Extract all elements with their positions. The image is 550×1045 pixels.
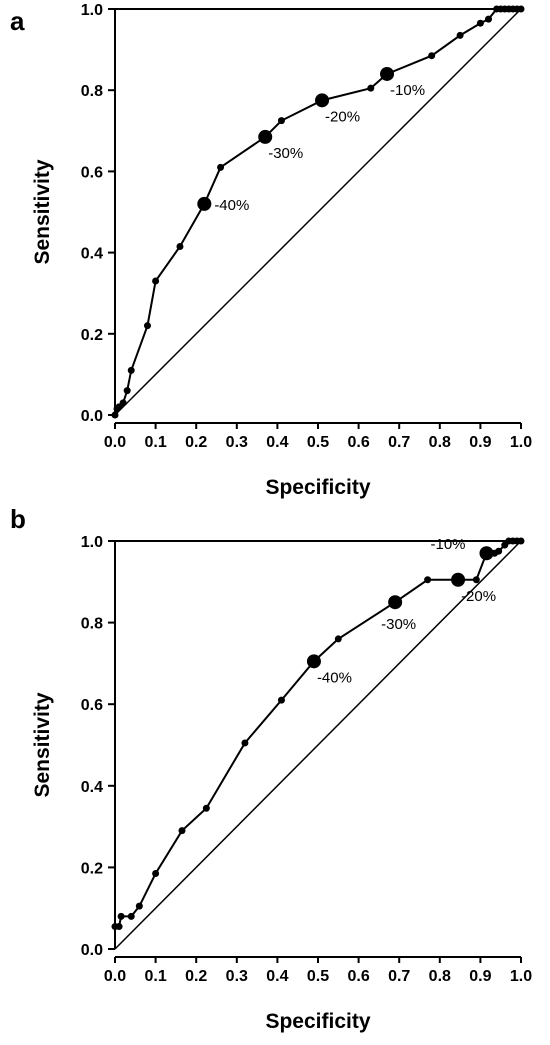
x-tick-label: 0.7 xyxy=(388,434,410,451)
x-tick-label: 0.8 xyxy=(429,968,451,985)
data-point xyxy=(334,635,342,643)
data-point xyxy=(367,84,375,92)
y-tick-label: 0.0 xyxy=(81,942,103,959)
data-point xyxy=(176,243,184,251)
data-point xyxy=(127,366,135,374)
panel-a: a 0.0 0.2 0.4 0.6 0.8 1.0 0.0 0.1 0.2 0.3 0.4 0.5 0.… xyxy=(10,2,532,499)
threshold-label: -10% xyxy=(430,536,465,553)
data-point xyxy=(111,411,119,419)
data-point xyxy=(178,827,186,835)
x-tick-label: 0.6 xyxy=(347,968,369,985)
data-point xyxy=(152,870,160,878)
data-point xyxy=(241,739,249,747)
y-tick-label: 1.0 xyxy=(81,534,103,551)
panel-letter-a: a xyxy=(10,6,25,36)
y-tick-label: 1.0 xyxy=(81,2,103,19)
x-tick-label: 0.4 xyxy=(266,968,288,985)
x-tick-label: 1.0 xyxy=(510,434,532,451)
x-tick-label: 0.5 xyxy=(307,968,329,985)
y-tick-label: 0.0 xyxy=(81,408,103,425)
x-tick-label: 0.0 xyxy=(104,434,126,451)
y-tick-label: 0.2 xyxy=(81,860,103,877)
highlighted-point xyxy=(479,546,494,561)
x-tick-label: 0.5 xyxy=(307,434,329,451)
threshold-label: -20% xyxy=(325,108,360,125)
highlighted-point xyxy=(315,93,330,108)
data-point xyxy=(277,117,285,125)
data-point xyxy=(143,322,151,330)
threshold-label: -40% xyxy=(317,669,352,686)
x-tick-label: 0.3 xyxy=(226,968,248,985)
data-point xyxy=(472,576,480,584)
threshold-label: -20% xyxy=(461,588,496,605)
y-axis-title: Sensitivity xyxy=(31,692,54,797)
x-tick-label: 0.1 xyxy=(144,968,166,985)
x-tick-label: 0.7 xyxy=(388,968,410,985)
reference-diagonal-line xyxy=(114,540,522,950)
threshold-label: -30% xyxy=(268,145,303,162)
threshold-label: -40% xyxy=(214,197,249,214)
data-point xyxy=(152,277,160,285)
data-point xyxy=(277,696,285,704)
x-tick-label: 0.9 xyxy=(469,434,491,451)
y-tick-label: 0.6 xyxy=(81,164,103,181)
x-tick-label: 0.0 xyxy=(104,968,126,985)
x-tick-label: 0.2 xyxy=(185,434,207,451)
y-axis-title: Sensitivity xyxy=(31,159,54,264)
panel-letter-b: b xyxy=(10,504,26,534)
data-point xyxy=(115,923,123,931)
highlighted-point xyxy=(451,572,466,587)
x-tick-label: 0.8 xyxy=(429,434,451,451)
y-tick-label: 0.8 xyxy=(81,83,103,100)
x-tick-label: 0.3 xyxy=(226,434,248,451)
highlighted-point xyxy=(306,654,321,669)
x-axis-title: Specificity xyxy=(265,476,370,499)
x-axis-title: Specificity xyxy=(265,1010,370,1033)
highlighted-point xyxy=(197,196,212,211)
data-point xyxy=(456,31,464,39)
data-point xyxy=(424,576,432,584)
highlighted-point xyxy=(258,129,273,144)
panel-b: b 0.0 0.2 0.4 0.6 0.8 1.0 0.0 0.1 0.2 0.3 0.4 0.5 0.… xyxy=(10,504,532,1033)
data-point xyxy=(517,5,525,13)
y-tick-label: 0.4 xyxy=(81,246,103,263)
y-tick-label: 0.4 xyxy=(81,779,103,796)
highlighted-point xyxy=(388,595,403,610)
data-point xyxy=(119,399,127,407)
data-point xyxy=(485,15,493,23)
data-point xyxy=(135,902,143,910)
data-point xyxy=(123,387,131,395)
x-tick-label: 0.1 xyxy=(144,434,166,451)
x-tick-label: 0.2 xyxy=(185,968,207,985)
reference-diagonal-line xyxy=(114,8,522,416)
threshold-label: -30% xyxy=(381,616,416,633)
y-tick-label: 0.8 xyxy=(81,616,103,633)
data-point xyxy=(495,547,503,555)
y-tick-label: 0.6 xyxy=(81,697,103,714)
data-point xyxy=(428,52,436,60)
data-point xyxy=(202,804,210,812)
threshold-label: -10% xyxy=(390,82,425,99)
data-point xyxy=(517,537,525,545)
x-tick-label: 1.0 xyxy=(510,968,532,985)
x-tick-label: 0.6 xyxy=(347,434,369,451)
x-tick-label: 0.9 xyxy=(469,968,491,985)
data-point xyxy=(127,912,135,920)
data-point xyxy=(217,163,225,171)
x-tick-label: 0.4 xyxy=(266,434,288,451)
data-point xyxy=(117,912,125,920)
highlighted-point xyxy=(380,66,395,81)
data-point xyxy=(476,19,484,27)
y-tick-label: 0.2 xyxy=(81,327,103,344)
